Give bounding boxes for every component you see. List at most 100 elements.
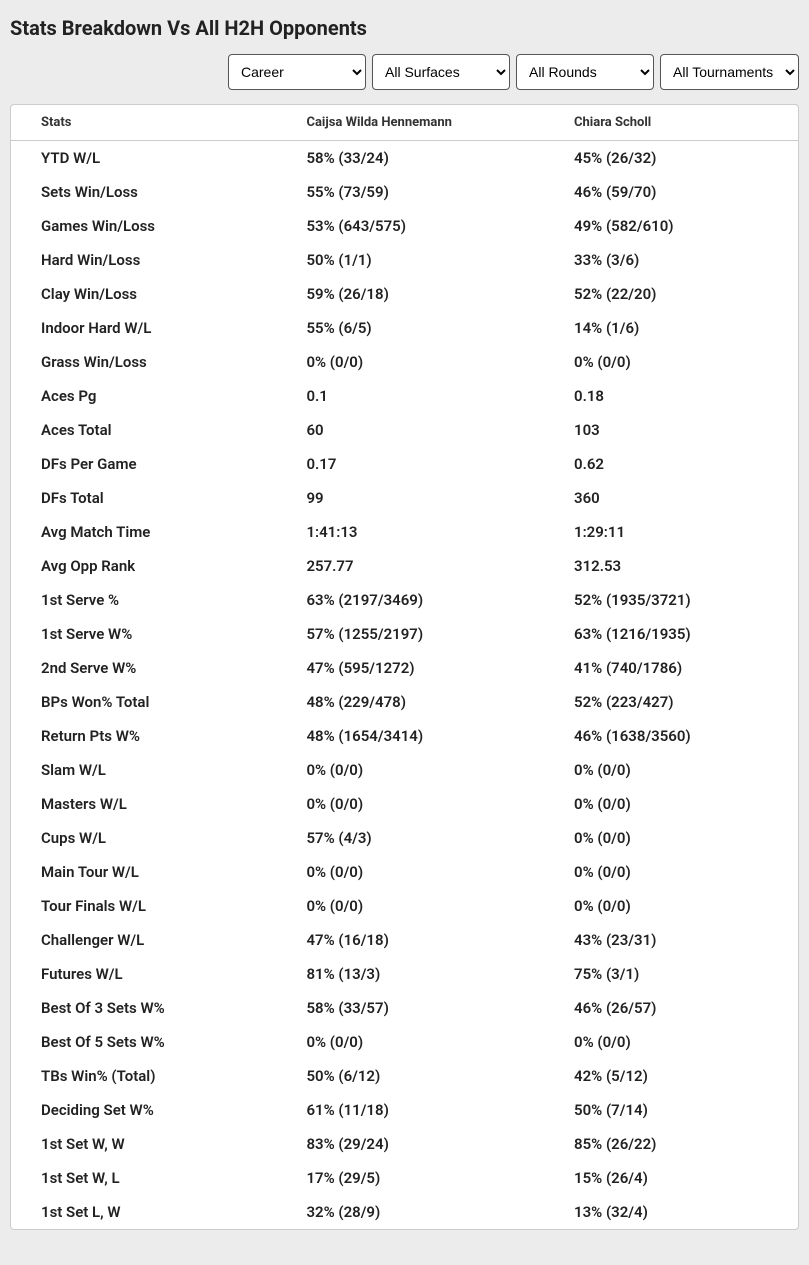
player1-value: 0% (0/0)	[286, 345, 554, 379]
player1-value: 57% (1255/2197)	[286, 617, 554, 651]
player1-value: 50% (6/12)	[286, 1059, 554, 1093]
table-row: 1st Set W, L17% (29/5)15% (26/4)	[11, 1161, 798, 1195]
player2-value: 0% (0/0)	[554, 753, 798, 787]
stat-label: 1st Set W, W	[11, 1127, 286, 1161]
player2-value: 103	[554, 413, 798, 447]
stats-table: Stats Caijsa Wilda Hennemann Chiara Scho…	[11, 105, 798, 1229]
player2-value: 360	[554, 481, 798, 515]
table-row: 2nd Serve W%47% (595/1272)41% (740/1786)	[11, 651, 798, 685]
player2-value: 0% (0/0)	[554, 787, 798, 821]
table-row: 1st Serve W%57% (1255/2197)63% (1216/193…	[11, 617, 798, 651]
stat-label: Return Pts W%	[11, 719, 286, 753]
rounds-select[interactable]: All Rounds	[516, 54, 654, 90]
player1-value: 0% (0/0)	[286, 787, 554, 821]
table-row: BPs Won% Total48% (229/478)52% (223/427)	[11, 685, 798, 719]
filter-bar: Career All Surfaces All Rounds All Tourn…	[10, 54, 799, 90]
player2-value: 41% (740/1786)	[554, 651, 798, 685]
player2-value: 33% (3/6)	[554, 243, 798, 277]
player2-value: 50% (7/14)	[554, 1093, 798, 1127]
player2-value: 52% (223/427)	[554, 685, 798, 719]
player2-value: 312.53	[554, 549, 798, 583]
stat-label: Cups W/L	[11, 821, 286, 855]
table-row: 1st Set W, W83% (29/24)85% (26/22)	[11, 1127, 798, 1161]
table-row: DFs Total99360	[11, 481, 798, 515]
table-row: Clay Win/Loss59% (26/18)52% (22/20)	[11, 277, 798, 311]
table-row: Cups W/L57% (4/3)0% (0/0)	[11, 821, 798, 855]
stat-label: Avg Match Time	[11, 515, 286, 549]
table-row: Main Tour W/L0% (0/0)0% (0/0)	[11, 855, 798, 889]
stat-label: 1st Serve %	[11, 583, 286, 617]
column-header-player2: Chiara Scholl	[554, 105, 798, 141]
stat-label: Clay Win/Loss	[11, 277, 286, 311]
player1-value: 0% (0/0)	[286, 889, 554, 923]
table-row: Best Of 3 Sets W%58% (33/57)46% (26/57)	[11, 991, 798, 1025]
player1-value: 32% (28/9)	[286, 1195, 554, 1229]
stat-label: Deciding Set W%	[11, 1093, 286, 1127]
player2-value: 63% (1216/1935)	[554, 617, 798, 651]
player2-value: 14% (1/6)	[554, 311, 798, 345]
stat-label: Tour Finals W/L	[11, 889, 286, 923]
table-row: Futures W/L81% (13/3)75% (3/1)	[11, 957, 798, 991]
player2-value: 46% (26/57)	[554, 991, 798, 1025]
player1-value: 58% (33/24)	[286, 141, 554, 176]
player2-value: 0.62	[554, 447, 798, 481]
player1-value: 99	[286, 481, 554, 515]
stat-label: DFs Total	[11, 481, 286, 515]
stat-label: 1st Set W, L	[11, 1161, 286, 1195]
table-row: Masters W/L0% (0/0)0% (0/0)	[11, 787, 798, 821]
player1-value: 17% (29/5)	[286, 1161, 554, 1195]
player1-value: 55% (6/5)	[286, 311, 554, 345]
player2-value: 0% (0/0)	[554, 1025, 798, 1059]
player1-value: 47% (595/1272)	[286, 651, 554, 685]
stat-label: Best Of 5 Sets W%	[11, 1025, 286, 1059]
tournaments-select[interactable]: All Tournaments	[660, 54, 799, 90]
surface-select[interactable]: All Surfaces	[372, 54, 510, 90]
stat-label: Aces Pg	[11, 379, 286, 413]
player2-value: 49% (582/610)	[554, 209, 798, 243]
stat-label: 1st Set L, W	[11, 1195, 286, 1229]
player1-value: 81% (13/3)	[286, 957, 554, 991]
stat-label: Avg Opp Rank	[11, 549, 286, 583]
player2-value: 46% (1638/3560)	[554, 719, 798, 753]
table-row: Games Win/Loss53% (643/575)49% (582/610)	[11, 209, 798, 243]
table-row: Indoor Hard W/L55% (6/5)14% (1/6)	[11, 311, 798, 345]
player1-value: 59% (26/18)	[286, 277, 554, 311]
player2-value: 0% (0/0)	[554, 345, 798, 379]
player1-value: 257.77	[286, 549, 554, 583]
period-select[interactable]: Career	[228, 54, 366, 90]
stat-label: 2nd Serve W%	[11, 651, 286, 685]
table-row: Aces Total60103	[11, 413, 798, 447]
stat-label: BPs Won% Total	[11, 685, 286, 719]
stat-label: Masters W/L	[11, 787, 286, 821]
player2-value: 42% (5/12)	[554, 1059, 798, 1093]
player1-value: 53% (643/575)	[286, 209, 554, 243]
player1-value: 1:41:13	[286, 515, 554, 549]
player2-value: 85% (26/22)	[554, 1127, 798, 1161]
player1-value: 58% (33/57)	[286, 991, 554, 1025]
player2-value: 0% (0/0)	[554, 889, 798, 923]
table-row: Challenger W/L47% (16/18)43% (23/31)	[11, 923, 798, 957]
stat-label: TBs Win% (Total)	[11, 1059, 286, 1093]
player2-value: 43% (23/31)	[554, 923, 798, 957]
table-row: Hard Win/Loss50% (1/1)33% (3/6)	[11, 243, 798, 277]
table-row: Sets Win/Loss55% (73/59)46% (59/70)	[11, 175, 798, 209]
player1-value: 48% (1654/3414)	[286, 719, 554, 753]
player1-value: 48% (229/478)	[286, 685, 554, 719]
stat-label: Indoor Hard W/L	[11, 311, 286, 345]
player1-value: 50% (1/1)	[286, 243, 554, 277]
player2-value: 1:29:11	[554, 515, 798, 549]
table-row: 1st Serve %63% (2197/3469)52% (1935/3721…	[11, 583, 798, 617]
stat-label: Main Tour W/L	[11, 855, 286, 889]
table-row: YTD W/L58% (33/24)45% (26/32)	[11, 141, 798, 176]
table-row: Avg Opp Rank257.77312.53	[11, 549, 798, 583]
stat-label: Slam W/L	[11, 753, 286, 787]
stat-label: Best Of 3 Sets W%	[11, 991, 286, 1025]
player2-value: 13% (32/4)	[554, 1195, 798, 1229]
stat-label: Futures W/L	[11, 957, 286, 991]
table-row: Avg Match Time1:41:131:29:11	[11, 515, 798, 549]
player2-value: 46% (59/70)	[554, 175, 798, 209]
player2-value: 0% (0/0)	[554, 855, 798, 889]
player1-value: 0% (0/0)	[286, 855, 554, 889]
player1-value: 61% (11/18)	[286, 1093, 554, 1127]
column-header-stats: Stats	[11, 105, 286, 141]
